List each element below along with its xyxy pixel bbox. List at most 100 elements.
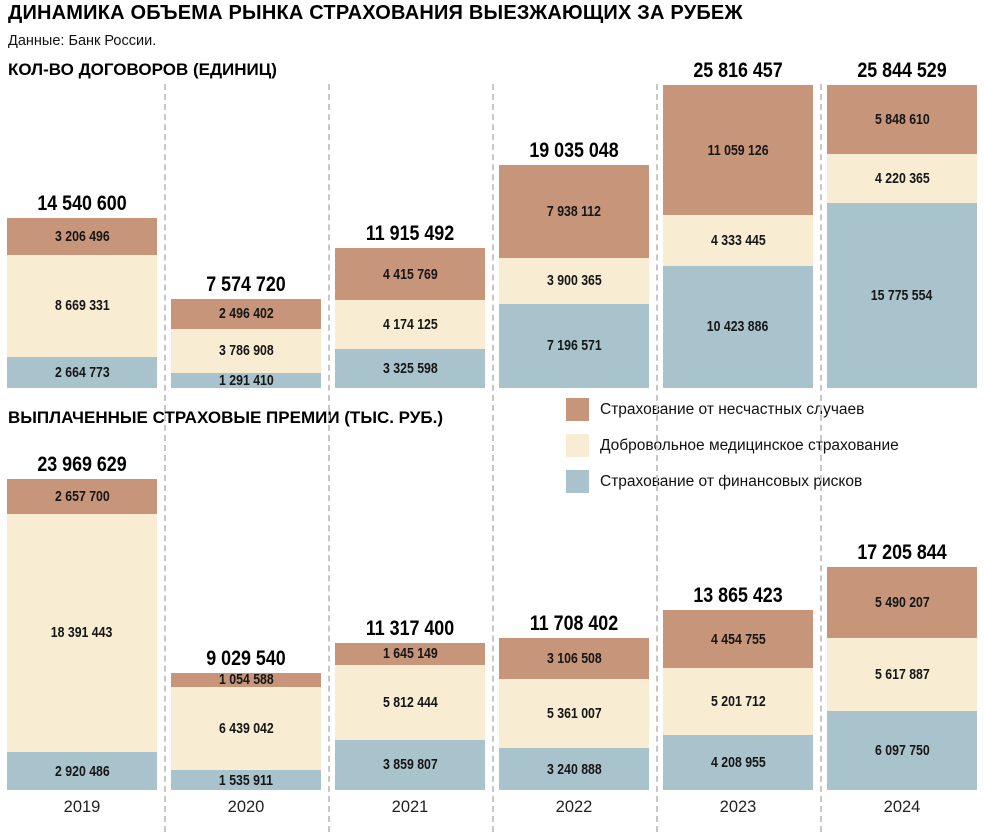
bar-column-2022: 7 938 112 3 900 365 7 196 571 19 035 048 (492, 82, 656, 388)
segment-accident-2021: 4 415 769 (335, 248, 485, 301)
total-label-2019: 14 540 600 (37, 191, 127, 215)
segment-accident-2020: 1 054 588 (171, 671, 321, 689)
bar-column-2019: 3 206 496 8 669 331 2 664 773 14 540 600 (0, 82, 164, 388)
segment-financial-2020: 1 291 410 (171, 372, 321, 388)
total-label-2023: 13 865 423 (693, 584, 783, 608)
segment-value-label: 4 174 125 (382, 316, 438, 334)
segment-accident-2022: 7 938 112 (499, 164, 649, 258)
bar-column-2020: 1 054 588 6 439 042 1 535 911 9 029 540 (164, 475, 328, 790)
segment-value-label: 5 812 444 (382, 693, 438, 711)
legend-swatch-medical (566, 434, 589, 457)
premiums-chart: 2 657 700 18 391 443 2 920 486 23 969 629 1 … (0, 454, 984, 790)
segment-value-label: 3 900 365 (546, 272, 602, 290)
legend-label-financial: Страхование от финансовых рисков (600, 472, 863, 490)
segment-financial-2021: 3 859 807 (335, 739, 485, 790)
x-axis: 2019 2020 2021 2022 2023 2024 (0, 798, 984, 817)
segment-medical-2024: 5 617 887 (827, 638, 977, 711)
segment-value-label: 4 454 755 (710, 630, 766, 648)
segment-accident-2020: 2 496 402 (171, 299, 321, 329)
segment-medical-2019: 8 669 331 (7, 255, 157, 357)
segment-financial-2023: 4 208 955 (663, 735, 813, 790)
segment-medical-2022: 3 900 365 (499, 257, 649, 304)
bar-2019: 2 657 700 18 391 443 2 920 486 (7, 479, 157, 790)
segment-value-label: 4 220 365 (874, 169, 930, 187)
segment-financial-2021: 3 325 598 (335, 349, 485, 388)
column-separator (492, 84, 494, 832)
segment-value-label: 8 669 331 (54, 297, 110, 315)
segment-accident-2023: 4 454 755 (663, 610, 813, 668)
segment-value-label: 10 423 886 (707, 318, 769, 336)
total-label-2020: 9 029 540 (206, 647, 286, 670)
column-separator (328, 84, 330, 832)
bar-column-2023: 4 454 755 5 201 712 4 208 955 13 865 423 (656, 475, 820, 790)
source-note: Данные: Банк России. (8, 33, 157, 49)
total-label-2021: 11 915 492 (365, 222, 455, 246)
contracts-chart-title: КОЛ-ВО ДОГОВОРОВ (ЕДИНИЦ) (8, 60, 277, 79)
segment-accident-2024: 5 848 610 (827, 85, 977, 154)
legend: Страхование от несчастных случаев Доброво… (566, 398, 899, 506)
segment-medical-2023: 5 201 712 (663, 668, 813, 736)
segment-value-label: 1 054 588 (218, 671, 274, 689)
bar-column-2022: 3 106 508 5 361 007 3 240 888 11 708 402 (492, 475, 656, 790)
segment-accident-2022: 3 106 508 (499, 638, 649, 679)
segment-value-label: 1 535 911 (218, 771, 274, 789)
bar-2023: 11 059 126 4 333 445 10 423 886 (663, 85, 813, 388)
total-label-2020: 7 574 720 (206, 273, 286, 297)
segment-value-label: 5 848 610 (874, 110, 930, 128)
segment-value-label: 11 059 126 (707, 141, 769, 159)
segment-value-label: 6 439 042 (218, 719, 274, 737)
segment-medical-2020: 3 786 908 (171, 328, 321, 373)
column-separator (820, 84, 822, 832)
segment-value-label: 5 617 887 (874, 666, 930, 684)
bar-column-2024: 5 848 610 4 220 365 15 775 554 25 844 529 (820, 60, 984, 388)
segment-value-label: 4 415 769 (382, 265, 438, 283)
segment-value-label: 18 391 443 (51, 624, 113, 642)
segment-medical-2021: 4 174 125 (335, 300, 485, 349)
segment-value-label: 5 361 007 (546, 704, 602, 722)
bar-2022: 7 938 112 3 900 365 7 196 571 (499, 164, 649, 388)
total-label-2019: 23 969 629 (37, 453, 127, 477)
bar-column-2019: 2 657 700 18 391 443 2 920 486 23 969 629 (0, 454, 164, 790)
bar-2020: 2 496 402 3 786 908 1 291 410 (171, 299, 321, 388)
segment-accident-2019: 3 206 496 (7, 217, 157, 256)
bar-2022: 3 106 508 5 361 007 3 240 888 (499, 638, 649, 790)
year-label-2024: 2024 (883, 798, 921, 816)
bar-column-2023: 11 059 126 4 333 445 10 423 886 25 816 457 (656, 60, 820, 388)
bar-column-2020: 2 496 402 3 786 908 1 291 410 7 574 720 (164, 82, 328, 388)
segment-financial-2022: 3 240 888 (499, 748, 649, 790)
segment-value-label: 3 786 908 (218, 342, 274, 360)
segment-accident-2023: 11 059 126 (663, 85, 813, 215)
legend-item-financial: Страхование от финансовых рисков (566, 470, 899, 493)
segment-accident-2024: 5 490 207 (827, 567, 977, 639)
legend-swatch-financial (566, 470, 589, 493)
segment-value-label: 5 490 207 (874, 594, 930, 612)
year-label-2019: 2019 (63, 798, 101, 816)
segment-financial-2024: 15 775 554 (827, 203, 977, 388)
column-separator (656, 84, 658, 832)
segment-medical-2022: 5 361 007 (499, 678, 649, 748)
bar-2021: 1 645 149 5 812 444 3 859 807 (335, 643, 485, 790)
segment-value-label: 2 664 773 (54, 363, 110, 381)
bar-2020: 1 054 588 6 439 042 1 535 911 (171, 671, 321, 790)
segment-accident-2019: 2 657 700 (7, 479, 157, 514)
segment-value-label: 1 645 149 (382, 645, 438, 663)
segment-medical-2021: 5 812 444 (335, 664, 485, 740)
segment-financial-2019: 2 920 486 (7, 752, 157, 790)
segment-financial-2024: 6 097 750 (827, 710, 977, 790)
segment-accident-2021: 1 645 149 (335, 643, 485, 665)
bar-2023: 4 454 755 5 201 712 4 208 955 (663, 610, 813, 790)
segment-value-label: 4 208 955 (710, 754, 766, 772)
legend-label-accident: Страхование от несчастных случаев (600, 400, 865, 418)
segment-value-label: 3 859 807 (382, 756, 438, 774)
page-title: ДИНАМИКА ОБЪЕМА РЫНКА СТРАХОВАНИЯ ВЫЕЗЖА… (8, 2, 743, 24)
total-label-2021: 11 317 400 (365, 617, 455, 641)
segment-value-label: 4 333 445 (710, 231, 766, 249)
premiums-chart-title: ВЫПЛАЧЕННЫЕ СТРАХОВЫЕ ПРЕМИИ (ТЫС. РУБ.) (8, 408, 443, 427)
segment-value-label: 7 938 112 (546, 202, 602, 220)
legend-item-medical: Добровольное медицинское страхование (566, 434, 899, 457)
year-label-2021: 2021 (391, 798, 429, 816)
legend-item-accident: Страхование от несчастных случаев (566, 398, 899, 421)
bar-column-2021: 1 645 149 5 812 444 3 859 807 11 317 400 (328, 475, 492, 790)
total-label-2023: 25 816 457 (693, 59, 783, 83)
